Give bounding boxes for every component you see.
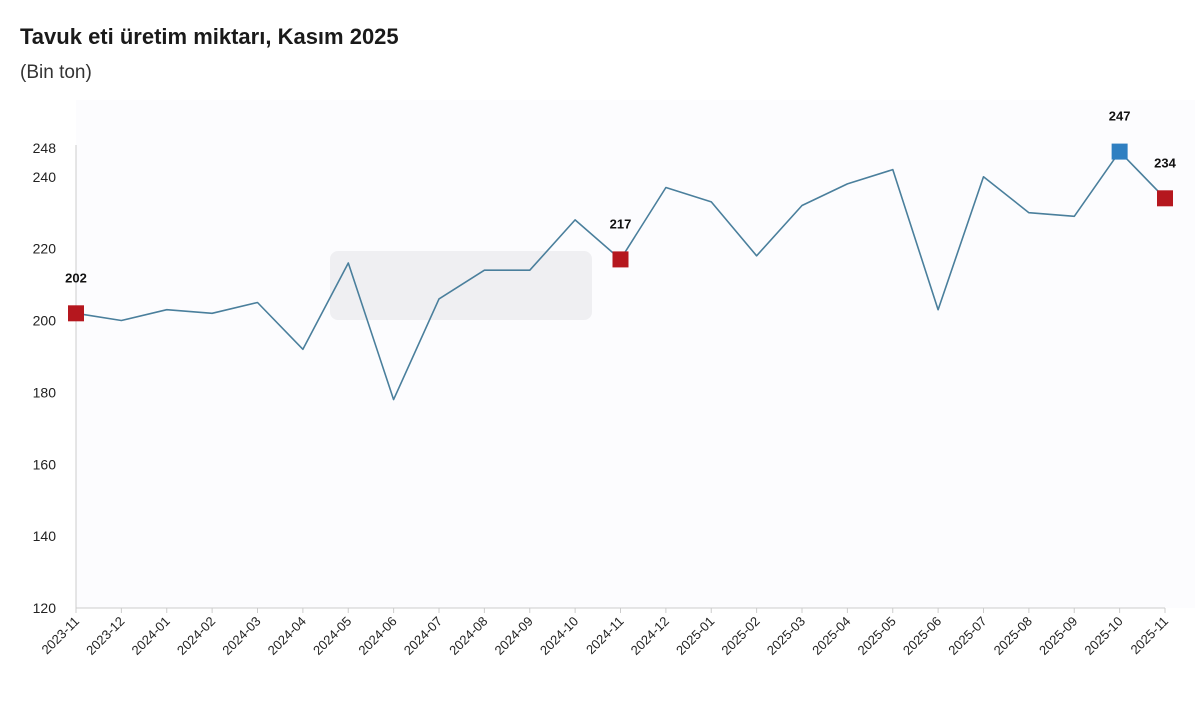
x-tick-label: 2024-10: [537, 614, 581, 658]
x-tick-label: 2024-09: [492, 614, 536, 658]
x-tick-label: 2024-11: [583, 614, 627, 658]
x-tick-label: 2025-11: [1127, 614, 1171, 658]
x-tick-label: 2024-07: [401, 614, 445, 658]
x-tick-label: 2024-06: [355, 614, 399, 658]
x-tick-label: 2024-01: [129, 614, 173, 658]
y-tick-label: 248: [33, 140, 57, 156]
x-tick-label: 2023-11: [38, 614, 82, 658]
x-tick-label: 2025-01: [673, 614, 717, 658]
plot-area: [76, 100, 1195, 608]
y-tick-label: 180: [33, 384, 57, 400]
x-tick-label: 2024-12: [628, 614, 672, 658]
x-tick-label: 2025-10: [1081, 614, 1125, 658]
data-point-marker[interactable]: [68, 305, 84, 322]
y-tick-label: 160: [33, 456, 57, 472]
x-tick-label: 2025-05: [855, 614, 899, 658]
data-label: 234: [1154, 155, 1176, 170]
x-tick-label: 2023-12: [83, 614, 127, 658]
data-label: 202: [65, 270, 87, 285]
x-tick-label: 2024-03: [219, 614, 263, 658]
y-tick-label: 120: [33, 600, 57, 616]
data-point-marker[interactable]: [612, 251, 629, 268]
x-tick-label: 2024-04: [265, 614, 309, 658]
data-label: 217: [610, 216, 632, 231]
chart-subtitle: (Bin ton): [20, 62, 92, 83]
data-label: 247: [1109, 109, 1131, 124]
x-tick-label: 2024-05: [310, 614, 354, 658]
y-tick-label: 140: [33, 528, 57, 544]
x-tick-label: 2025-02: [718, 614, 762, 658]
data-point-marker[interactable]: [1111, 143, 1128, 160]
x-tick-label: 2025-09: [1036, 614, 1080, 658]
y-tick-label: 240: [33, 169, 57, 185]
chart-title: Tavuk eti üretim miktarı, Kasım 2025: [20, 24, 399, 49]
x-tick-label: 2024-08: [446, 614, 490, 658]
x-tick-label: 2025-07: [945, 614, 989, 658]
x-tick-label: 2025-06: [900, 614, 944, 658]
y-tick-label: 220: [33, 241, 57, 257]
data-point-marker[interactable]: [1157, 190, 1173, 207]
y-tick-label: 200: [33, 313, 57, 329]
x-tick-label: 2025-08: [991, 614, 1035, 658]
x-tick-label: 2025-04: [809, 614, 853, 658]
x-tick-label: 2025-03: [764, 614, 808, 658]
x-tick-label: 2024-02: [174, 614, 218, 658]
